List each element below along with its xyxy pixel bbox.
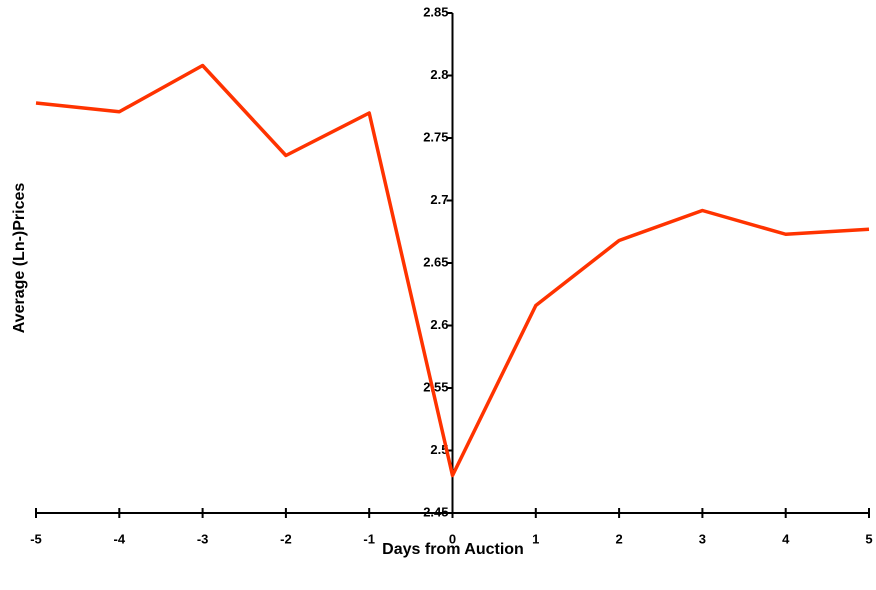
x-tick-label: 2	[615, 531, 622, 546]
y-tick-label: 2.8	[430, 67, 448, 82]
y-tick-label: 2.85	[423, 4, 448, 19]
x-tick-label: -3	[197, 531, 209, 546]
y-tick-label: 2.65	[423, 254, 448, 269]
x-tick-label: 3	[699, 531, 706, 546]
y-tick-label: 2.6	[430, 317, 448, 332]
y-tick-label: 2.7	[430, 192, 448, 207]
y-tick-label: 2.55	[423, 379, 448, 394]
y-tick-label: 2.75	[423, 129, 448, 144]
x-tick-label: -4	[114, 531, 126, 546]
x-tick-label: -2	[280, 531, 292, 546]
x-tick-label: 5	[865, 531, 872, 546]
x-tick-label: 4	[782, 531, 790, 546]
x-axis-label: Days from Auction	[382, 541, 524, 558]
x-tick-label: -1	[363, 531, 375, 546]
x-tick-label: 1	[532, 531, 539, 546]
y-axis-label: Average (Ln-)Prices	[11, 183, 28, 334]
line	[35, 63, 870, 478]
x-tick-label: -5	[30, 531, 42, 546]
x-tick-label: 0	[449, 531, 456, 546]
y-tick-label: 2.45	[423, 504, 448, 519]
